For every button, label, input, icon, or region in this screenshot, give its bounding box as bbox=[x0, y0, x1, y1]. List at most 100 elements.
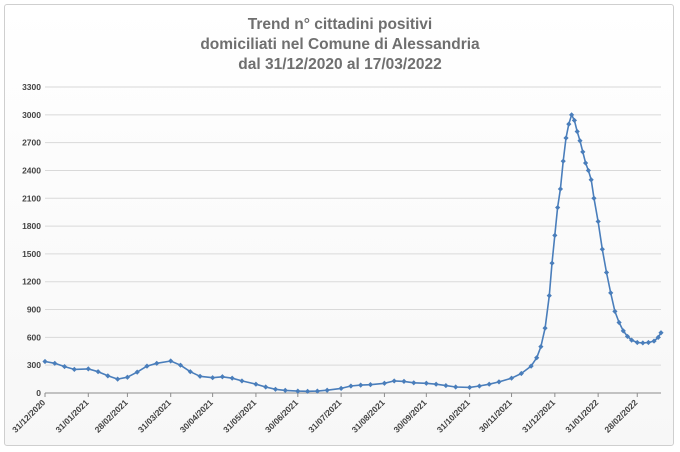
data-point bbox=[324, 387, 330, 393]
x-tick-label: 31/01/2022 bbox=[563, 397, 600, 434]
y-tick-label: 1200 bbox=[22, 277, 41, 287]
data-point bbox=[585, 167, 591, 174]
data-point bbox=[624, 333, 631, 340]
series-line bbox=[44, 114, 662, 393]
data-point bbox=[144, 363, 150, 369]
data-point bbox=[658, 330, 664, 336]
x-tick-label: 31/08/2021 bbox=[350, 397, 387, 434]
data-point bbox=[85, 366, 91, 372]
data-point bbox=[187, 369, 193, 375]
data-point bbox=[453, 384, 459, 390]
data-point bbox=[381, 380, 388, 386]
y-tick-label: 3000 bbox=[22, 110, 41, 120]
data-point bbox=[566, 121, 572, 127]
data-point bbox=[552, 232, 558, 238]
data-point bbox=[588, 177, 594, 183]
y-tick-label: 600 bbox=[27, 332, 41, 342]
data-point bbox=[391, 378, 397, 384]
x-tick-label: 28/02/2021 bbox=[93, 397, 130, 434]
chart-gridlines bbox=[45, 86, 661, 394]
data-point bbox=[52, 360, 58, 366]
data-point bbox=[486, 381, 492, 387]
data-point bbox=[645, 339, 652, 346]
x-tick-label: 30/11/2021 bbox=[477, 397, 514, 434]
data-point bbox=[105, 373, 111, 379]
data-point bbox=[71, 366, 77, 372]
data-point bbox=[358, 382, 364, 388]
data-point bbox=[603, 269, 610, 276]
data-point bbox=[476, 383, 483, 389]
data-point bbox=[467, 384, 473, 391]
chart-axes: 0 300 600 900 1200 1500 1800 2100 2400 2700 3000 33… bbox=[10, 82, 661, 435]
y-tick-label: 0 bbox=[36, 388, 41, 398]
data-point bbox=[443, 382, 449, 389]
data-point bbox=[61, 363, 68, 370]
chart-title-line-1: Trend n° cittadini positivi bbox=[248, 16, 432, 33]
data-point bbox=[508, 375, 515, 381]
data-point bbox=[582, 160, 589, 166]
data-point bbox=[134, 369, 140, 375]
data-point bbox=[546, 293, 552, 299]
data-point bbox=[348, 383, 354, 389]
y-tick-label: 2700 bbox=[22, 138, 41, 148]
data-point bbox=[282, 387, 288, 394]
data-point bbox=[197, 373, 203, 379]
data-point bbox=[569, 112, 575, 118]
data-point bbox=[154, 360, 160, 366]
y-tick-label: 300 bbox=[27, 360, 41, 370]
data-point bbox=[229, 375, 235, 381]
x-tick-label: 31/07/2021 bbox=[306, 397, 343, 434]
data-point bbox=[629, 337, 635, 343]
x-tick-label: 28/02/2022 bbox=[602, 397, 639, 434]
data-point bbox=[538, 344, 544, 350]
data-point bbox=[599, 246, 605, 252]
data-point bbox=[542, 325, 548, 331]
data-point bbox=[595, 218, 601, 225]
data-point bbox=[608, 290, 614, 296]
data-point bbox=[411, 380, 417, 386]
data-point bbox=[124, 374, 131, 380]
data-point bbox=[640, 340, 646, 346]
data-point bbox=[496, 379, 502, 385]
chart-series bbox=[42, 112, 664, 394]
data-point bbox=[115, 376, 121, 382]
chart-title: Trend n° cittadini positivi domiciliati … bbox=[200, 16, 480, 73]
data-point bbox=[528, 363, 534, 369]
data-point bbox=[518, 370, 524, 377]
data-point bbox=[177, 362, 184, 368]
data-point bbox=[557, 186, 564, 192]
data-point bbox=[253, 381, 259, 387]
x-tick-label: 30/06/2021 bbox=[263, 397, 300, 434]
data-point bbox=[42, 358, 48, 365]
data-point bbox=[95, 369, 101, 375]
data-point bbox=[367, 382, 374, 388]
data-point bbox=[591, 195, 597, 201]
data-point bbox=[314, 388, 320, 394]
data-point bbox=[563, 135, 569, 141]
chart-title-line-3: dal 31/12/2020 al 17/03/2022 bbox=[238, 56, 441, 73]
x-tick-label: 30/04/2021 bbox=[178, 397, 215, 434]
data-point bbox=[219, 374, 225, 380]
y-tick-label: 1500 bbox=[22, 249, 41, 259]
data-point bbox=[651, 338, 657, 344]
data-point bbox=[620, 328, 626, 334]
chart-canvas: Trend n° cittadini positivi domiciliati … bbox=[10, 16, 664, 435]
data-point bbox=[433, 381, 439, 387]
data-point bbox=[577, 138, 583, 144]
x-tick-label: 31/01/2021 bbox=[53, 397, 90, 434]
chart-frame: Trend n° cittadini positivi domiciliati … bbox=[4, 4, 674, 446]
data-point bbox=[549, 260, 555, 266]
data-point bbox=[305, 388, 311, 394]
x-tick-label: 31/03/2021 bbox=[136, 397, 173, 434]
data-point bbox=[612, 308, 618, 314]
x-tick-label: 31/12/2020 bbox=[10, 397, 47, 434]
data-point bbox=[272, 386, 279, 392]
x-tick-label: 30/09/2021 bbox=[391, 397, 428, 434]
data-point bbox=[295, 388, 301, 394]
data-point bbox=[616, 319, 622, 326]
data-point bbox=[239, 378, 245, 384]
data-point bbox=[168, 358, 174, 364]
y-tick-label: 2400 bbox=[22, 165, 41, 175]
y-tick-label: 3300 bbox=[22, 82, 41, 92]
data-point bbox=[423, 380, 429, 386]
